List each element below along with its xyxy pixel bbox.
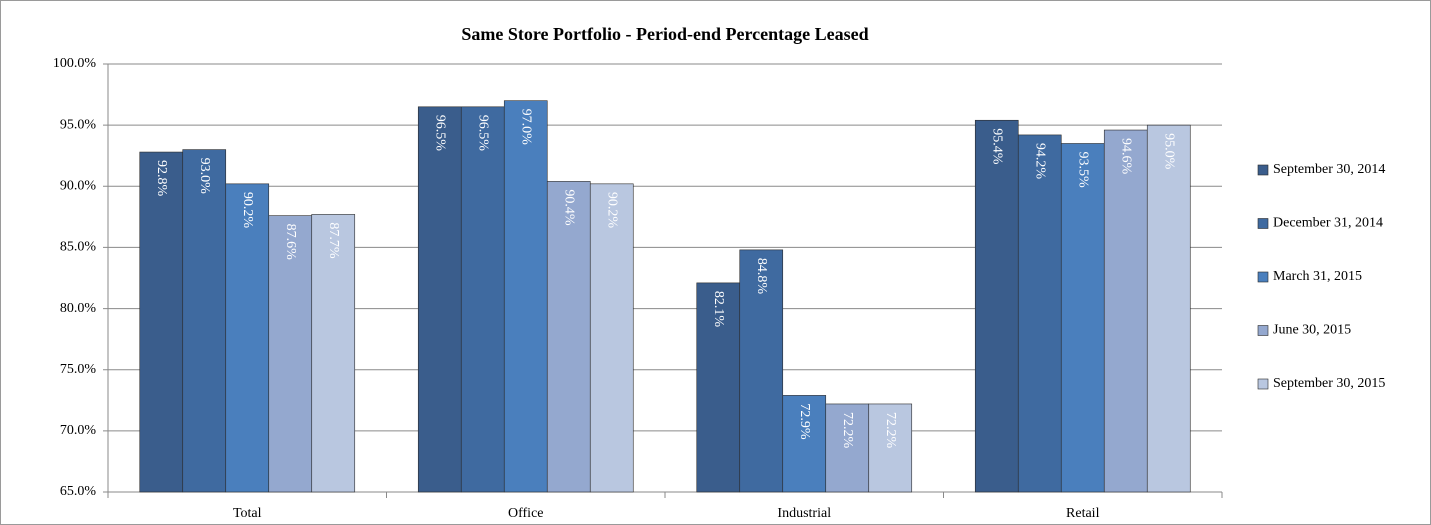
bar xyxy=(311,214,356,493)
data-label: 90.2% xyxy=(240,192,255,229)
data-label: 72.9% xyxy=(797,403,812,440)
data-label: 87.6% xyxy=(283,224,298,260)
bar xyxy=(825,403,870,493)
legend-label: December 31, 2014 xyxy=(1273,216,1383,231)
bar xyxy=(417,106,462,493)
x-tick-label: Office xyxy=(508,506,544,521)
legend-label: June 30, 2015 xyxy=(1273,323,1351,338)
data-label: 72.2% xyxy=(883,412,898,449)
y-tick-label: 100.0% xyxy=(53,56,97,71)
bar xyxy=(589,183,634,493)
bar xyxy=(1017,134,1062,493)
data-label: 97.0% xyxy=(519,109,534,146)
data-label: 90.2% xyxy=(605,192,620,229)
chart-title: Same Store Portfolio - Period-end Percen… xyxy=(461,24,868,44)
legend-swatch xyxy=(1257,271,1269,283)
data-label: 93.5% xyxy=(1076,151,1091,188)
y-tick-label: 90.0% xyxy=(60,179,97,194)
bar xyxy=(1146,124,1191,493)
y-tick-label: 70.0% xyxy=(60,423,97,438)
y-tick-label: 85.0% xyxy=(60,240,97,255)
legend-swatch xyxy=(1257,325,1269,336)
data-label: 92.8% xyxy=(154,160,169,197)
bar xyxy=(139,151,184,493)
y-tick-label: 95.0% xyxy=(60,117,97,132)
legend-swatch xyxy=(1257,218,1269,229)
x-tick-label: Total xyxy=(233,506,262,521)
legend-label: March 31, 2015 xyxy=(1273,269,1362,284)
bar xyxy=(1103,129,1148,493)
bar xyxy=(182,149,227,493)
data-label: 90.4% xyxy=(562,189,577,226)
x-tick-label: Industrial xyxy=(777,506,831,521)
data-label: 94.2% xyxy=(1033,143,1048,180)
x-tick-label: Retail xyxy=(1066,506,1100,521)
bar xyxy=(460,106,505,493)
legend-swatch xyxy=(1257,164,1269,176)
data-label: 93.0% xyxy=(197,158,212,195)
legend-label: September 30, 2014 xyxy=(1273,162,1385,177)
data-label: 96.5% xyxy=(433,115,448,152)
data-label: 84.8% xyxy=(754,258,769,295)
legend-label: September 30, 2015 xyxy=(1273,376,1385,391)
bar xyxy=(503,100,548,493)
data-label: 72.2% xyxy=(840,412,855,449)
bar xyxy=(1060,143,1105,493)
y-tick-label: 80.0% xyxy=(60,301,97,316)
y-tick-label: 65.0% xyxy=(60,484,97,499)
bar xyxy=(225,183,270,493)
bar xyxy=(974,119,1019,493)
data-label: 96.5% xyxy=(476,115,491,152)
data-label: 95.0% xyxy=(1162,133,1177,170)
data-label: 95.4% xyxy=(990,128,1005,165)
legend-swatch xyxy=(1257,378,1269,390)
data-label: 87.7% xyxy=(326,222,341,259)
bar xyxy=(868,403,913,493)
data-label: 82.1% xyxy=(711,291,726,328)
bar xyxy=(739,249,784,493)
y-tick-label: 75.0% xyxy=(60,362,97,377)
bar xyxy=(546,181,591,493)
data-label: 94.6% xyxy=(1119,138,1134,175)
bar xyxy=(782,395,827,493)
